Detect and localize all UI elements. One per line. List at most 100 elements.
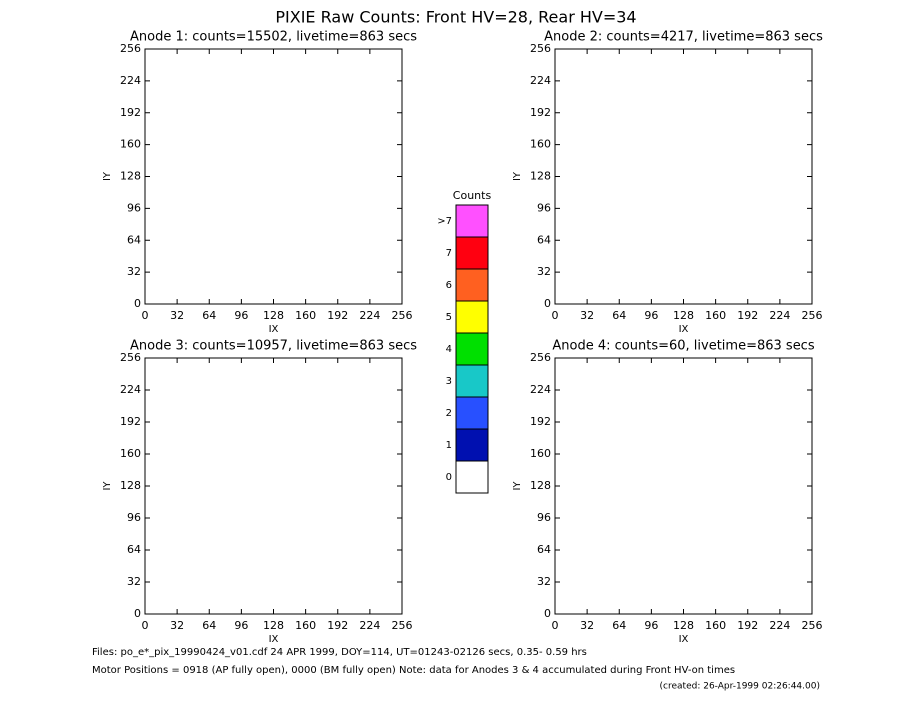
y-tick-label: 128 [120, 479, 141, 492]
x-axis-label: IX [269, 634, 279, 645]
x-tick-label: 32 [580, 309, 594, 322]
colorbar-swatch [455, 396, 489, 430]
x-tick-label: 192 [327, 309, 348, 322]
y-tick-label: 128 [530, 479, 551, 492]
colorbar-swatch [455, 364, 489, 398]
x-tick-label: 96 [644, 619, 658, 632]
y-tick-label: 160 [120, 447, 141, 460]
x-tick-label: 64 [612, 619, 626, 632]
colorbar-title: Counts [453, 189, 492, 202]
x-tick-label: 224 [359, 309, 380, 322]
footer-line: (created: 26-Apr-1999 02:26:44.00) [660, 682, 820, 692]
x-tick-label: 160 [295, 619, 316, 632]
y-tick-label: 224 [120, 383, 141, 396]
colorbar-swatch [455, 204, 489, 238]
panel-title: Anode 1: counts=15502, livetime=863 secs [130, 30, 417, 45]
x-tick-label: 128 [673, 619, 694, 632]
x-tick-label: 0 [552, 619, 559, 632]
x-tick-label: 96 [234, 309, 248, 322]
y-tick-label: 0 [544, 607, 551, 620]
x-tick-label: 64 [202, 309, 216, 322]
x-tick-label: 128 [263, 619, 284, 632]
x-tick-label: 32 [170, 309, 184, 322]
y-tick-label: 192 [530, 106, 551, 119]
x-tick-label: 96 [644, 309, 658, 322]
y-tick-label: 160 [530, 447, 551, 460]
x-tick-label: 32 [170, 619, 184, 632]
x-tick-label: 256 [392, 619, 413, 632]
chart-title: PIXIE Raw Counts: Front HV=28, Rear HV=3… [275, 8, 636, 27]
y-tick-label: 256 [530, 42, 551, 55]
y-axis-label: IY [102, 171, 113, 181]
colorbar-label: 5 [446, 312, 452, 323]
x-tick-label: 224 [359, 619, 380, 632]
colorbar-label: 0 [446, 472, 452, 483]
colorbar-label: 1 [446, 440, 452, 451]
panel-title: Anode 2: counts=4217, livetime=863 secs [544, 30, 823, 45]
colorbar-label: >7 [437, 216, 452, 227]
y-tick-label: 160 [120, 138, 141, 151]
y-tick-label: 0 [134, 607, 141, 620]
y-tick-label: 96 [537, 201, 551, 214]
y-tick-label: 32 [127, 265, 141, 278]
x-tick-label: 0 [142, 309, 149, 322]
colorbar-swatch [455, 300, 489, 334]
y-tick-label: 256 [120, 351, 141, 364]
x-tick-label: 64 [202, 619, 216, 632]
x-axis-label: IX [679, 324, 689, 335]
x-axis-label: IX [269, 324, 279, 335]
panel-title: Anode 4: counts=60, livetime=863 secs [552, 339, 814, 354]
colorbar-swatch [455, 460, 489, 494]
y-tick-label: 64 [127, 233, 141, 246]
x-axis-label: IX [679, 634, 689, 645]
x-tick-label: 224 [769, 619, 790, 632]
y-tick-label: 32 [537, 265, 551, 278]
colorbar-label: 3 [446, 376, 452, 387]
colorbar-label: 2 [446, 408, 452, 419]
panel-title: Anode 3: counts=10957, livetime=863 secs [130, 339, 417, 354]
x-tick-label: 256 [802, 619, 823, 632]
y-tick-label: 64 [127, 543, 141, 556]
y-tick-label: 64 [537, 543, 551, 556]
x-tick-label: 32 [580, 619, 594, 632]
x-tick-label: 192 [327, 619, 348, 632]
y-tick-label: 192 [120, 415, 141, 428]
x-tick-label: 256 [802, 309, 823, 322]
y-tick-label: 96 [127, 511, 141, 524]
x-tick-label: 64 [612, 309, 626, 322]
y-tick-label: 32 [127, 575, 141, 588]
y-tick-label: 224 [530, 383, 551, 396]
y-axis-label: IY [102, 481, 113, 491]
x-tick-label: 96 [234, 619, 248, 632]
x-tick-label: 0 [552, 309, 559, 322]
y-tick-label: 192 [120, 106, 141, 119]
x-tick-label: 192 [737, 309, 758, 322]
colorbar-swatch [455, 268, 489, 302]
y-axis-label: IY [512, 171, 523, 181]
colorbar-swatch [455, 332, 489, 366]
y-tick-label: 224 [530, 74, 551, 87]
y-tick-label: 96 [127, 201, 141, 214]
y-tick-label: 128 [530, 170, 551, 183]
x-tick-label: 0 [142, 619, 149, 632]
y-tick-label: 0 [134, 297, 141, 310]
x-tick-label: 160 [295, 309, 316, 322]
plot-area [144, 48, 403, 305]
x-tick-label: 192 [737, 619, 758, 632]
x-tick-label: 256 [392, 309, 413, 322]
colorbar-label: 7 [446, 248, 452, 259]
colorbar-swatch [455, 428, 489, 462]
y-tick-label: 64 [537, 233, 551, 246]
plot-area [144, 357, 403, 615]
x-tick-label: 224 [769, 309, 790, 322]
colorbar-label: 6 [446, 280, 452, 291]
y-tick-label: 128 [120, 170, 141, 183]
x-tick-label: 160 [705, 309, 726, 322]
y-tick-label: 224 [120, 74, 141, 87]
y-tick-label: 256 [530, 351, 551, 364]
plot-area [554, 48, 813, 305]
y-tick-label: 256 [120, 42, 141, 55]
y-tick-label: 192 [530, 415, 551, 428]
